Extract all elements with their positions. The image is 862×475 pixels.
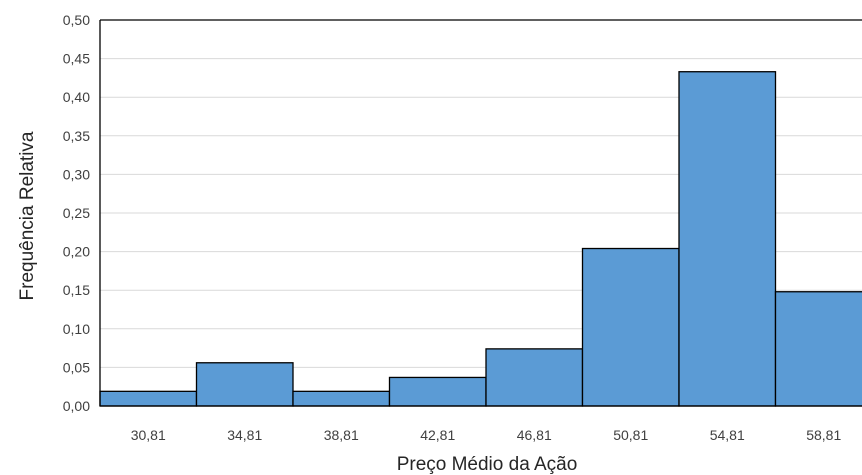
y-tick-label: 0,40 [63, 89, 90, 105]
x-tick-labels: 30,81 34,81 38,81 42,81 46,81 50,81 54,81 58,81 [131, 427, 842, 443]
x-tick-label: 58,81 [806, 427, 841, 443]
y-tick-label: 0,30 [63, 166, 90, 182]
histogram-bar [678, 71, 777, 407]
x-tick-label: 46,81 [517, 427, 552, 443]
x-tick-label: 30,81 [131, 427, 166, 443]
histogram-bar [388, 376, 487, 407]
histogram-bar [99, 390, 198, 407]
axes [99, 19, 862, 407]
histogram-bar [581, 247, 680, 407]
y-tick-label: 0,20 [63, 244, 90, 260]
x-tick-label: 34,81 [227, 427, 262, 443]
y-tick-label: 0,15 [63, 282, 90, 298]
y-tick-label: 0,00 [63, 398, 90, 414]
y-tick-label: 0,10 [63, 321, 90, 337]
histogram-bar [485, 348, 584, 407]
histogram-bar [195, 362, 294, 407]
histogram-bar [292, 390, 391, 407]
y-tick-label: 0,50 [63, 12, 90, 28]
y-tick-label: 0,35 [63, 128, 90, 144]
x-axis-title: Preço Médio da Ação [397, 454, 578, 475]
x-tick-label: 42,81 [420, 427, 455, 443]
histogram-bar [774, 291, 862, 407]
y-tick-label: 0,25 [63, 205, 90, 221]
bars [99, 71, 862, 407]
y-tick-label: 0,05 [63, 359, 90, 375]
y-tick-label: 0,45 [63, 51, 90, 67]
y-axis-title: Frequência Relativa [17, 131, 38, 300]
x-tick-label: 54,81 [710, 427, 745, 443]
y-tick-labels: 0,00 0,05 0,10 0,15 0,20 0,25 0,30 0,35 0,40 0,45… [63, 12, 90, 414]
x-tick-label: 50,81 [613, 427, 648, 443]
x-tick-label: 38,81 [324, 427, 359, 443]
